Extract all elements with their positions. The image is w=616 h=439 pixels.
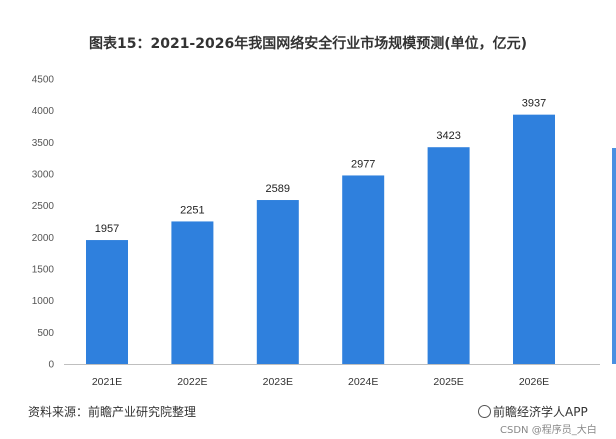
data-label-2022E: 2251 — [180, 204, 204, 216]
y-tick-label: 4000 — [32, 106, 55, 117]
data-label-2021E: 1957 — [95, 223, 119, 235]
bars-group: 1957 2251 2589 2977 3423 3937 — [86, 98, 555, 364]
brand-text: 前瞻经济学人APP — [493, 405, 588, 419]
x-tick-label: 2021E — [92, 376, 122, 388]
x-tick-label: 2026E — [519, 376, 549, 388]
source-note: 资料来源：前瞻产业研究院整理 — [28, 405, 197, 419]
data-label-2026E: 3937 — [522, 98, 546, 110]
cropped-side-element — [612, 148, 616, 364]
bar-2023E — [256, 200, 299, 364]
x-tick-label: 2023E — [263, 376, 293, 388]
y-tick-label: 4500 — [32, 75, 55, 86]
brand-label: 前瞻经济学人APP — [478, 403, 588, 420]
x-tick-label: 2022E — [177, 376, 207, 388]
y-tick-label: 500 — [37, 328, 54, 339]
bar-2024E — [342, 175, 385, 364]
data-label-2023E: 2589 — [266, 183, 290, 195]
y-tick-label: 3000 — [32, 170, 55, 181]
y-tick-label: 2500 — [32, 201, 55, 212]
y-tick-label: 3500 — [32, 138, 55, 149]
y-tick-label: 0 — [48, 360, 54, 371]
data-label-2024E: 2977 — [351, 158, 375, 170]
watermark: CSDN @程序员_大白 — [500, 425, 597, 436]
data-label-2025E: 3423 — [436, 130, 460, 142]
bar-2025E — [427, 147, 470, 364]
x-tick-label: 2025E — [433, 376, 463, 388]
x-tick-label: 2024E — [348, 376, 378, 388]
y-tick-label: 1500 — [32, 265, 55, 276]
bar-2022E — [171, 221, 214, 364]
bar-2021E — [86, 240, 128, 364]
chart-title: 图表15：2021-2026年我国网络安全行业市场规模预测(单位，亿元) — [88, 36, 528, 52]
bar-2026E — [513, 114, 555, 364]
y-tick-label: 2000 — [32, 233, 55, 244]
y-axis: 0 500 1000 1500 2000 2500 3000 3500 4000 4500 — [32, 75, 55, 371]
y-tick-label: 1000 — [32, 296, 55, 307]
x-axis: 2021E 2022E 2023E 2024E 2025E 2026E — [92, 376, 549, 388]
brand-logo-icon — [478, 405, 491, 418]
